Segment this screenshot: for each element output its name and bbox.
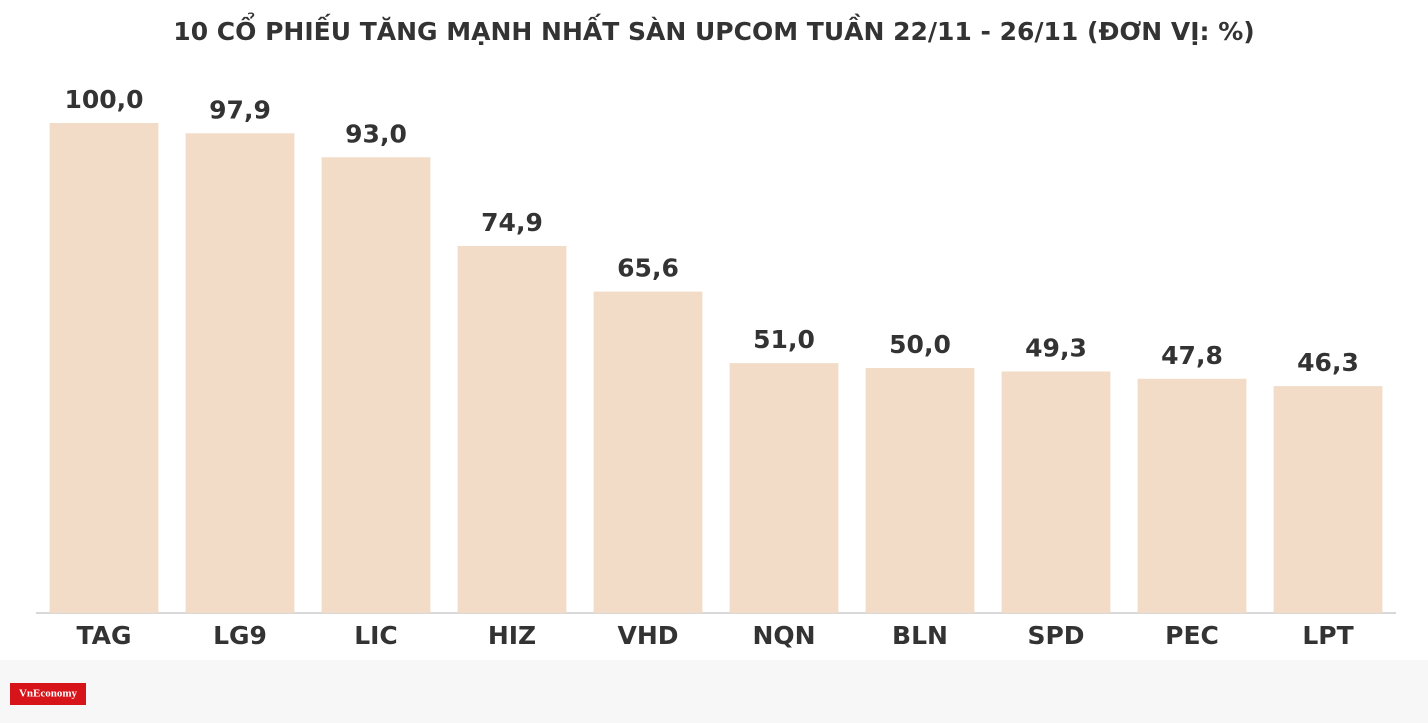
- bar: [1137, 378, 1247, 613]
- x-tick-label: VHD: [617, 621, 678, 650]
- x-tick-label: TAG: [77, 621, 132, 650]
- x-tick-label: LPT: [1302, 621, 1353, 650]
- chart-title: 10 CỔ PHIẾU TĂNG MẠNH NHẤT SÀN UPCOM TUẦ…: [173, 11, 1254, 46]
- x-tick-label: PEC: [1165, 621, 1219, 650]
- bar: [185, 133, 295, 614]
- logo: VnEconomy: [19, 688, 78, 700]
- logo-box: [10, 683, 86, 705]
- x-tick-label: LG9: [213, 621, 267, 650]
- bar: [457, 245, 567, 614]
- value-label: 65,6: [617, 254, 679, 283]
- value-label: 51,0: [753, 325, 815, 354]
- bar: [321, 157, 431, 614]
- value-label: 93,0: [345, 119, 407, 148]
- x-tick-label: LIC: [354, 621, 398, 650]
- bar: [49, 123, 159, 613]
- value-label: 47,8: [1161, 341, 1223, 370]
- value-label: 100,0: [64, 85, 143, 114]
- bar: [729, 363, 839, 613]
- value-label: 46,3: [1297, 348, 1359, 377]
- x-tick-label: HIZ: [488, 621, 536, 650]
- value-label: 74,9: [481, 208, 543, 237]
- x-tick-label: SPD: [1027, 621, 1084, 650]
- bar: [865, 368, 975, 613]
- bar: [1001, 371, 1111, 613]
- value-label: 49,3: [1025, 333, 1087, 362]
- value-label: 97,9: [209, 95, 271, 124]
- x-tick-label: BLN: [892, 621, 948, 650]
- value-label: 50,0: [889, 330, 951, 359]
- footer-band: [0, 660, 1428, 723]
- bar: [1273, 386, 1383, 613]
- bar: [593, 291, 703, 613]
- x-tick-label: NQN: [752, 621, 815, 650]
